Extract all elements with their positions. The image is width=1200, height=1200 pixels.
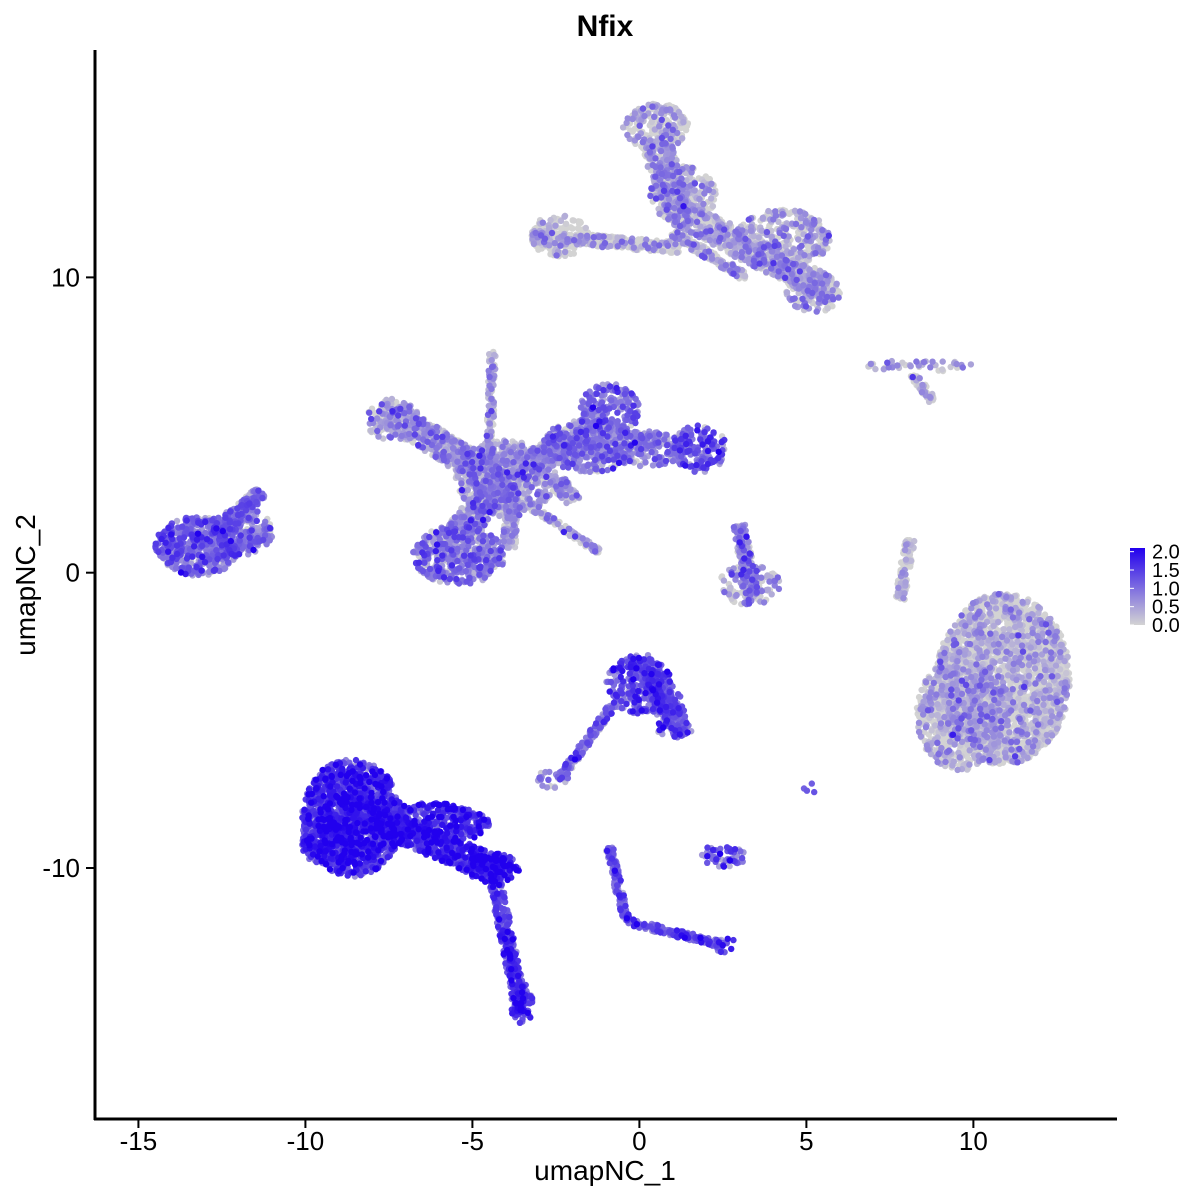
chart-title: Nfix — [577, 10, 634, 43]
cell-point — [567, 250, 574, 258]
cell-point — [786, 210, 793, 217]
cell-point — [570, 217, 577, 224]
cell-point — [1063, 669, 1070, 677]
cell-point — [824, 305, 831, 312]
cell-point — [667, 249, 674, 256]
scatter-points — [152, 100, 1073, 1026]
cell-point — [939, 366, 946, 373]
cell-point — [558, 225, 565, 232]
cell-point — [918, 686, 925, 694]
cell-point — [576, 218, 584, 225]
cell-point — [1053, 623, 1060, 630]
cell-point — [428, 528, 435, 535]
cell-point — [1041, 611, 1049, 618]
